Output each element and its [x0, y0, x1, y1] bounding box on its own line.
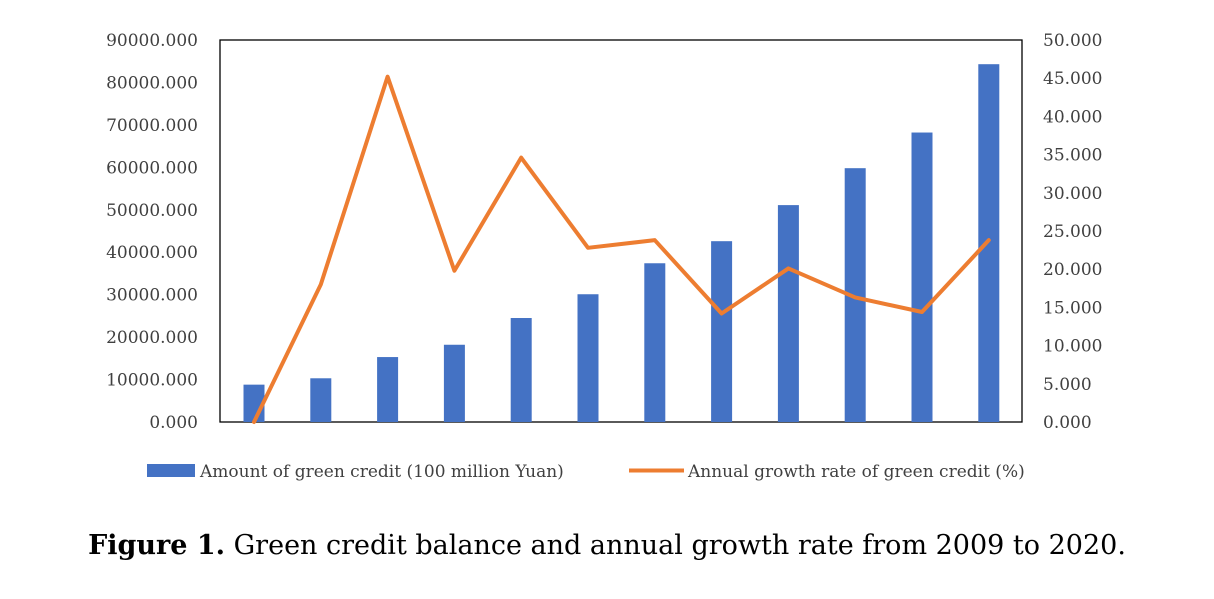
figure-caption: Figure 1. Green credit balance and annua…	[0, 530, 1214, 561]
right-axis-ticks: 0.000 5.000 10.000 15.000 20.000 25.000 30.000…	[1043, 31, 1102, 433]
left-tick-label: 10000.000	[106, 371, 198, 391]
line-series	[252, 74, 991, 424]
right-tick-label: 25.000	[1043, 222, 1102, 242]
left-tick-label: 80000.000	[106, 73, 198, 93]
right-tick-label: 30.000	[1043, 184, 1102, 204]
chart: 0.000 10000.000 20000.000 30000.000 40000.00…	[106, 31, 1102, 482]
bar-2015	[644, 263, 666, 422]
bar-2014	[577, 294, 599, 422]
bar-2011	[377, 357, 399, 422]
right-tick-label: 35.000	[1043, 146, 1102, 166]
left-tick-label: 40000.000	[106, 243, 198, 263]
bar-2016	[711, 241, 733, 422]
right-tick-label: 10.000	[1043, 337, 1102, 357]
right-tick-label: 40.000	[1043, 107, 1102, 127]
bar-2013	[510, 318, 532, 422]
legend-bar-swatch	[147, 464, 195, 477]
left-tick-label: 50000.000	[106, 201, 198, 221]
right-tick-label: 15.000	[1043, 298, 1102, 318]
bar-series	[243, 64, 1000, 423]
right-tick-label: 0.000	[1043, 413, 1092, 433]
growth-rate-line	[252, 74, 991, 424]
bar-2018	[844, 168, 866, 422]
legend: Amount of green credit (100 million Yuan…	[147, 462, 1025, 482]
right-tick-label: 5.000	[1043, 375, 1092, 395]
left-tick-label: 60000.000	[106, 158, 198, 178]
legend-line-label: Annual growth rate of green credit (%)	[687, 462, 1025, 482]
left-tick-label: 20000.000	[106, 328, 198, 348]
bar-2010	[310, 378, 332, 422]
right-tick-label: 45.000	[1043, 69, 1102, 89]
left-tick-label: 70000.000	[106, 116, 198, 136]
right-tick-label: 50.000	[1043, 31, 1102, 51]
bar-2019	[911, 132, 933, 423]
left-axis-ticks: 0.000 10000.000 20000.000 30000.000 40000.00…	[106, 31, 198, 433]
right-tick-label: 20.000	[1043, 260, 1102, 280]
plot-area-border	[219, 39, 1023, 423]
bar-2017	[777, 205, 799, 422]
bar-2012	[443, 344, 465, 422]
caption-label: Figure 1.	[88, 530, 226, 561]
caption-text: Green credit balance and annual growth r…	[225, 530, 1126, 561]
left-tick-label: 0.000	[149, 413, 198, 433]
legend-bar-label: Amount of green credit (100 million Yuan…	[199, 462, 564, 482]
left-tick-label: 90000.000	[106, 31, 198, 51]
left-tick-label: 30000.000	[106, 286, 198, 306]
